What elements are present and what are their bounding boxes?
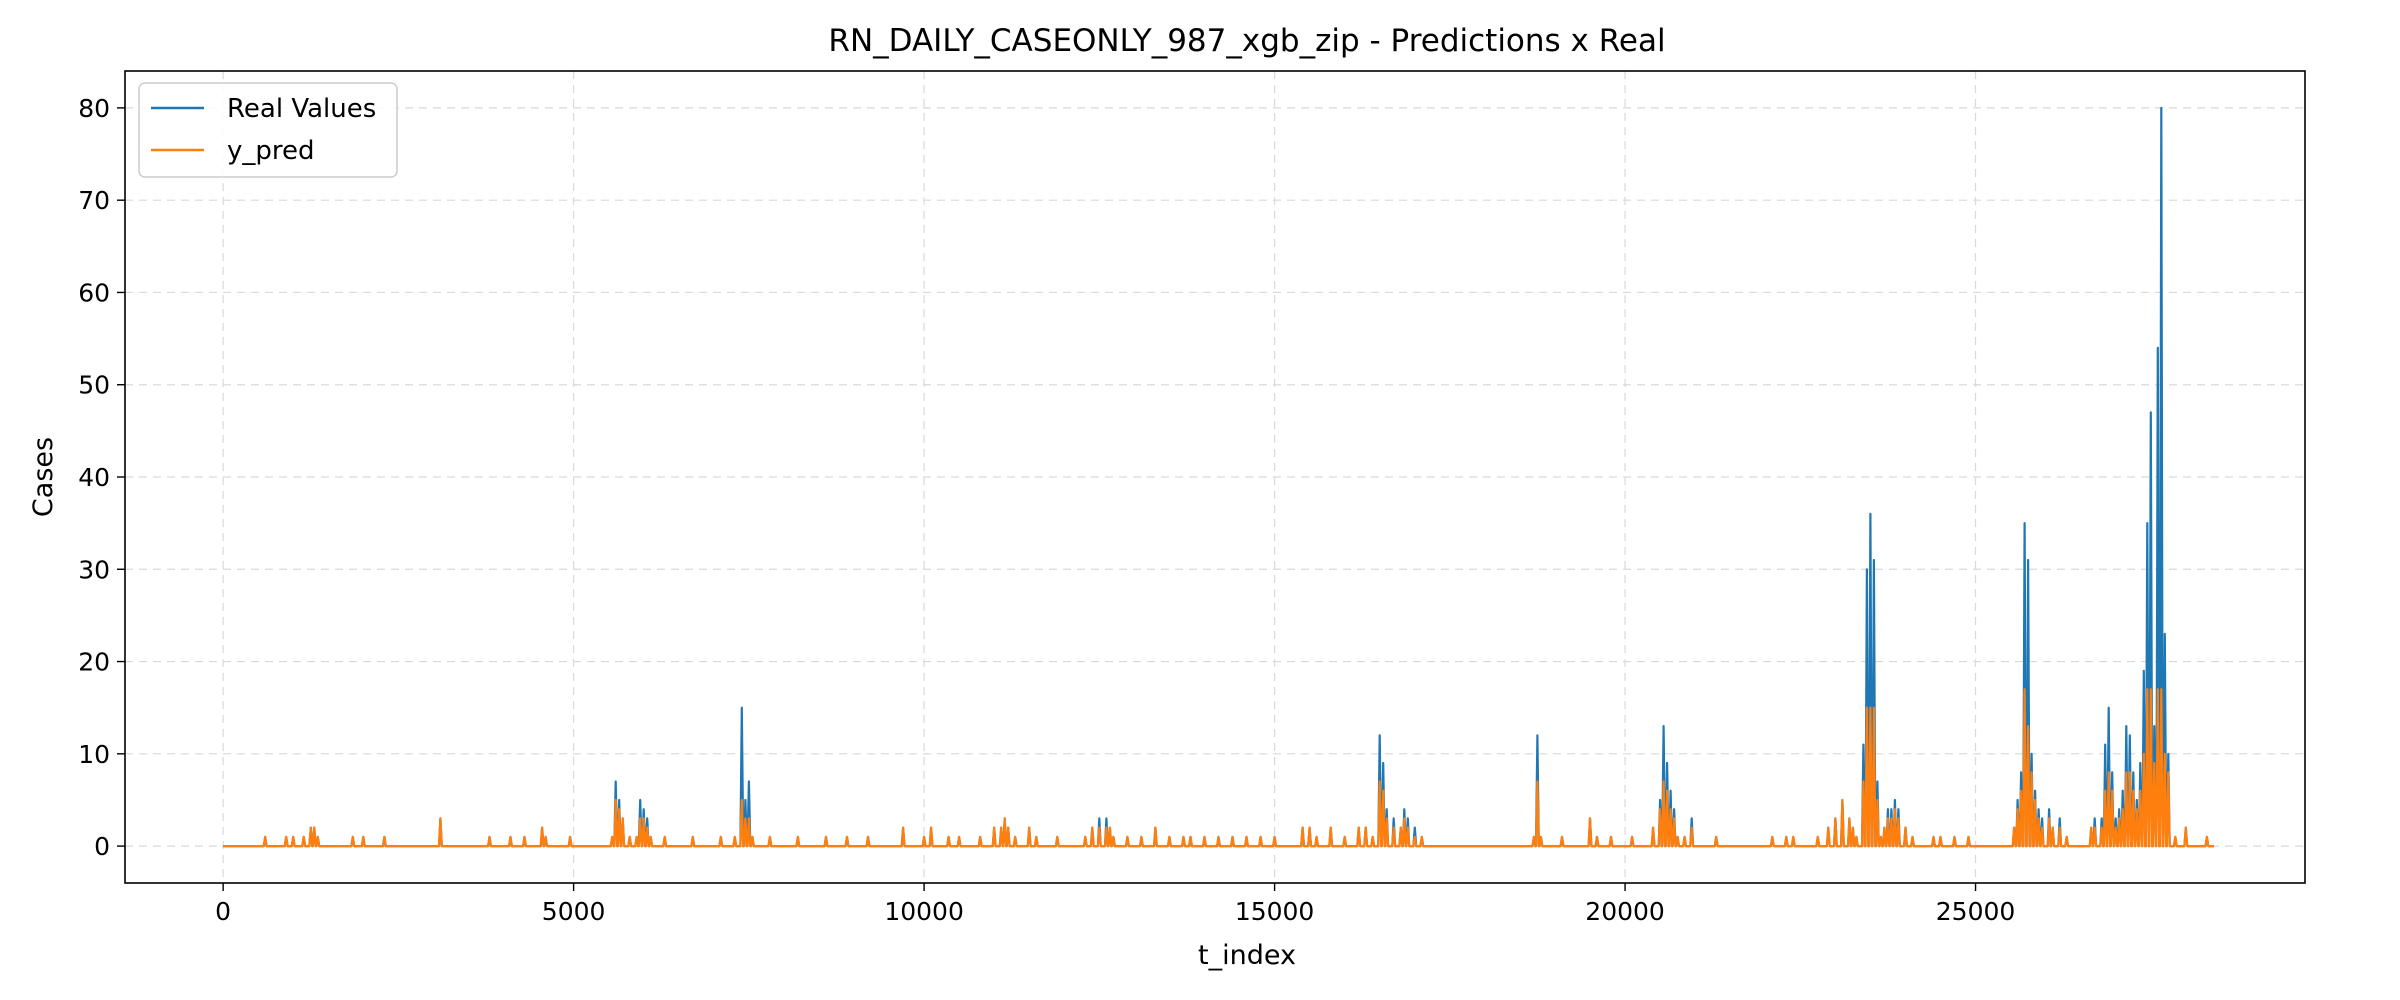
x-tick-label: 5000 bbox=[542, 897, 606, 926]
legend-box bbox=[138, 82, 398, 178]
y-tick-label: 0 bbox=[94, 832, 110, 861]
y-tick-label: 30 bbox=[78, 555, 110, 584]
chart-title: RN_DAILY_CASEONLY_987_xgb_zip - Predicti… bbox=[828, 23, 1665, 59]
x-tick-label: 25000 bbox=[1936, 897, 2016, 926]
y-tick-label: 60 bbox=[78, 278, 110, 307]
x-tick-label: 20000 bbox=[1585, 897, 1665, 926]
x-axis-label: t_index bbox=[1198, 940, 1296, 971]
grid bbox=[125, 71, 2305, 883]
y-tick-label: 40 bbox=[78, 463, 110, 492]
legend: Real Values y_pred bbox=[138, 82, 398, 178]
series-layer bbox=[223, 106, 2214, 848]
y-tick-label: 20 bbox=[78, 648, 110, 677]
y-axis-label: Cases bbox=[28, 437, 59, 517]
legend-label-real-values: Real Values bbox=[227, 94, 376, 124]
series-line-y-pred bbox=[223, 688, 2214, 848]
y-tick-label: 70 bbox=[78, 186, 110, 215]
x-tick-label: 15000 bbox=[1235, 897, 1315, 926]
y-tick-label: 10 bbox=[78, 740, 110, 769]
y-tick-label: 80 bbox=[78, 94, 110, 123]
legend-label-y-pred: y_pred bbox=[227, 136, 315, 166]
y-tick-label: 50 bbox=[78, 371, 110, 400]
x-tick-label: 0 bbox=[215, 897, 231, 926]
axis-ticks: 0 5000 10000 15000 20000 25000 0 10 20 30 40 50 60 70… bbox=[78, 94, 2015, 926]
x-tick-label: 10000 bbox=[884, 897, 964, 926]
